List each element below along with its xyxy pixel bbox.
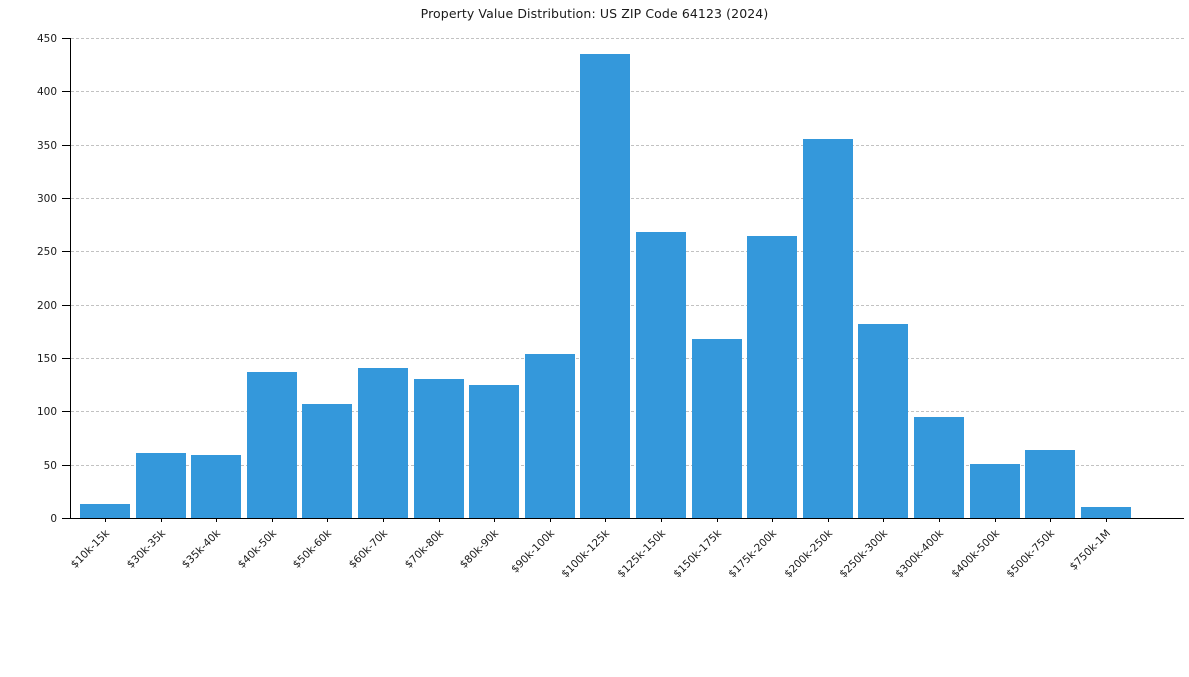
bar[interactable] xyxy=(858,323,909,518)
bar[interactable] xyxy=(747,236,798,518)
x-axis-tick xyxy=(1105,518,1107,522)
y-axis-tick: 400 xyxy=(37,86,70,98)
x-axis-tick xyxy=(549,518,551,522)
y-axis-tick-label: 50 xyxy=(43,459,57,472)
y-axis-tick-label: 250 xyxy=(36,246,57,259)
y-axis-tick: 250 xyxy=(37,246,70,258)
x-axis-tick xyxy=(661,518,662,522)
y-axis-tick: 300 xyxy=(37,193,70,205)
y-axis-tick-label: 150 xyxy=(36,353,57,365)
bar[interactable] xyxy=(246,371,297,518)
bar[interactable] xyxy=(1025,449,1076,518)
y-axis-tick-label: 200 xyxy=(36,299,57,312)
x-axis-tick xyxy=(327,518,329,522)
x-axis-tick xyxy=(494,518,496,522)
bar[interactable] xyxy=(135,452,186,518)
bar[interactable] xyxy=(524,353,575,518)
y-axis-tick: 150 xyxy=(37,353,70,365)
x-axis-tick xyxy=(438,518,440,522)
x-axis-tick xyxy=(383,518,384,522)
x-axis-tick xyxy=(994,518,996,522)
y-axis-tick-label: 400 xyxy=(36,86,57,99)
y-axis-tick: 50 xyxy=(44,460,70,472)
x-axis-tick xyxy=(827,518,829,522)
bar[interactable] xyxy=(802,139,853,518)
bar[interactable] xyxy=(580,54,631,518)
bar[interactable] xyxy=(302,403,353,518)
y-axis-tick: 200 xyxy=(37,300,70,312)
x-axis-tick xyxy=(271,518,273,522)
chart-figure: Property Value Distribution: US ZIP Code… xyxy=(37,6,1184,580)
bar[interactable] xyxy=(80,504,130,518)
bar[interactable] xyxy=(413,379,464,518)
x-axis-tick xyxy=(605,518,607,522)
bar[interactable] xyxy=(691,338,742,518)
bar[interactable] xyxy=(1080,507,1131,518)
bar[interactable] xyxy=(636,232,686,518)
bar[interactable] xyxy=(969,463,1020,518)
bar[interactable] xyxy=(191,455,242,518)
bar[interactable] xyxy=(914,416,964,518)
y-axis-tick: 350 xyxy=(37,140,70,152)
y-axis-tick-label: 100 xyxy=(36,406,57,419)
chart-title: Property Value Distribution: US ZIP Code… xyxy=(420,6,769,21)
x-axis-tick xyxy=(160,518,162,522)
y-axis-tick: 0 xyxy=(50,513,70,525)
bar[interactable] xyxy=(358,367,408,518)
x-axis-tick xyxy=(716,518,718,522)
y-axis-tick: 450 xyxy=(37,33,70,45)
bar[interactable] xyxy=(469,384,520,518)
plot-area: 0 50 100 150 200 250 300 350 400 450 $10k-15k $30k… xyxy=(37,33,1184,580)
x-axis-tick xyxy=(216,518,218,522)
x-axis-tick xyxy=(939,518,940,522)
x-axis-tick xyxy=(105,518,106,522)
y-axis-tick-label: 450 xyxy=(36,33,57,45)
y-axis-tick: 100 xyxy=(37,406,70,418)
y-axis-tick-label: 350 xyxy=(36,139,57,152)
x-axis-tick xyxy=(772,518,774,522)
x-axis-tick xyxy=(883,518,885,522)
x-axis-tick xyxy=(1050,518,1052,522)
y-axis-tick-label: 300 xyxy=(36,193,57,205)
bar-series xyxy=(71,38,1184,518)
y-axis-tick-label: 0 xyxy=(50,513,57,525)
